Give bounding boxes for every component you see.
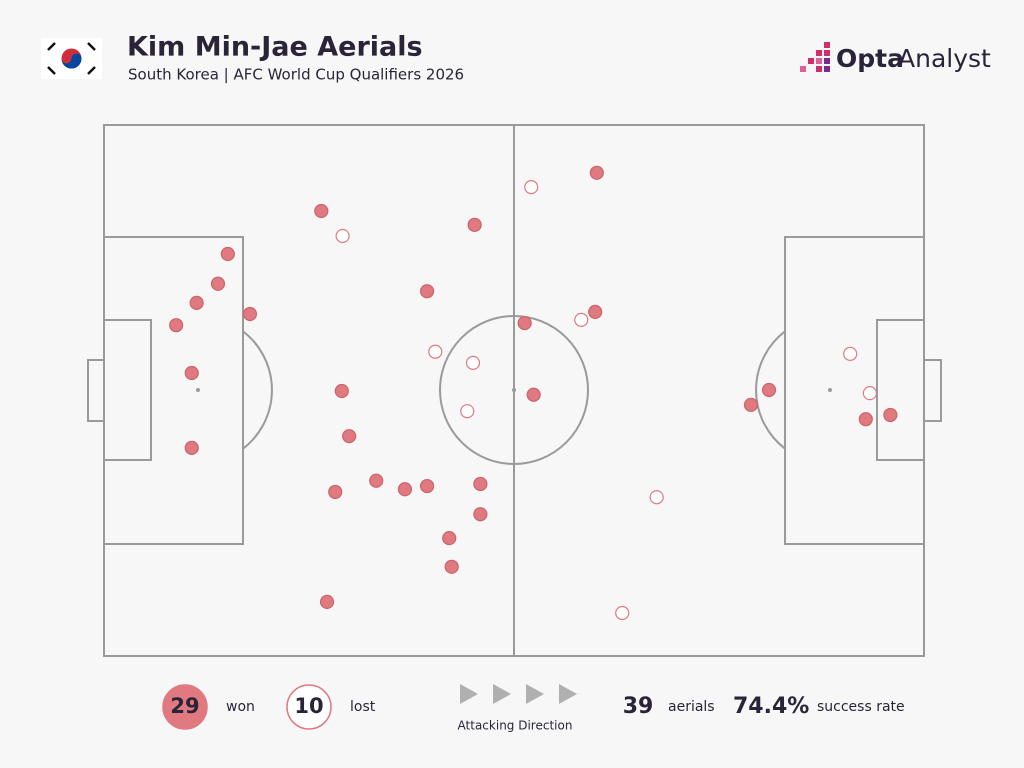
title: Kim Min-Jae Aerials: [127, 32, 423, 63]
logo-mark: [800, 42, 830, 72]
legend-label: won: [226, 699, 255, 715]
aerial-point: [524, 180, 539, 195]
aerial-point: [419, 478, 435, 494]
aerial-point: [335, 228, 350, 244]
aerial-point: [649, 490, 664, 505]
aerial-point: [444, 559, 459, 574]
aerial-point: [342, 429, 357, 444]
brand-opta: Opta: [836, 44, 904, 73]
aerial-point: [189, 295, 204, 310]
pitch: [87, 124, 942, 657]
brand-analyst: Analyst: [898, 44, 991, 73]
legend-label: lost: [350, 699, 376, 715]
aerial-point: [862, 386, 877, 401]
aerial-point: [319, 594, 335, 609]
stat-label: success rate: [817, 699, 905, 715]
aerial-point: [328, 484, 343, 500]
direction-arrows: [460, 684, 577, 704]
aerial-point: [467, 217, 482, 232]
aerial-point: [843, 346, 858, 361]
aerial-point: [465, 355, 481, 370]
aerial-point: [428, 344, 443, 359]
subtitle: South Korea | AFC World Cup Qualifiers 2…: [128, 66, 464, 84]
aerial-point: [220, 246, 235, 262]
aerial-point: [369, 473, 384, 488]
aerial-point: [334, 383, 349, 399]
aerial-point: [210, 276, 226, 291]
aerial-point: [615, 605, 630, 621]
aerial-point: [419, 284, 435, 299]
aerial-point: [473, 476, 488, 492]
aerial-point: [526, 387, 541, 402]
aerial-point: [517, 315, 532, 331]
aerial-point: [761, 382, 777, 398]
legend-marker: [162, 684, 208, 730]
aerial-point: [460, 404, 475, 419]
legend-marker: [286, 684, 332, 730]
aerial-point: [442, 531, 457, 546]
flag: [41, 38, 102, 79]
aerial-point: [858, 412, 873, 427]
aerial-point: [883, 407, 898, 423]
legend-count: 10: [294, 694, 323, 718]
aerial-point: [588, 304, 603, 320]
stat-label: aerials: [668, 699, 715, 715]
aerial-point: [184, 365, 199, 381]
aerial-point: [184, 440, 199, 455]
stat-value: 74.4%: [733, 694, 809, 719]
aerial-point: [574, 312, 589, 327]
aerial-point: [473, 507, 488, 522]
aerial-point: [589, 165, 604, 180]
direction-label: Attacking Direction: [458, 719, 573, 733]
aerial-point: [242, 306, 258, 322]
aerial-point: [397, 482, 413, 497]
legend-count: 29: [170, 694, 199, 718]
aerial-point: [169, 318, 184, 333]
aerial-point: [314, 203, 329, 219]
stat-value: 39: [623, 694, 654, 719]
aerial-point: [743, 397, 759, 412]
